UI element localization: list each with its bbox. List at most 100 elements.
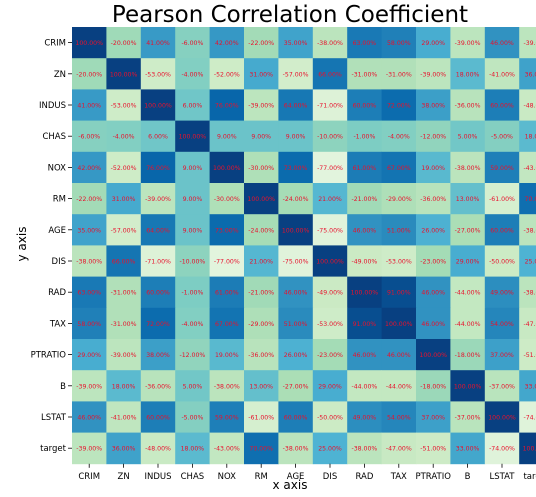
cell-value-label: 64.00% xyxy=(146,227,170,234)
heatmap-cell xyxy=(450,307,486,340)
heatmap-cell xyxy=(312,245,348,277)
heatmap-cell xyxy=(140,339,176,371)
cell-value-label: -38.00% xyxy=(214,383,240,390)
heatmap-cell xyxy=(381,183,417,215)
heatmap-cell xyxy=(312,339,348,371)
heatmap-cell xyxy=(484,307,520,340)
heatmap-cell xyxy=(519,214,536,246)
cell-value-label: 100.00% xyxy=(144,103,172,110)
heatmap-cell xyxy=(347,432,382,465)
cell-value-label: -37.00% xyxy=(489,383,515,390)
heatmap-cell xyxy=(416,58,451,90)
heatmap-cell xyxy=(278,307,314,340)
cell-value-label: -74.00% xyxy=(489,446,515,453)
heatmap-cell xyxy=(519,89,536,121)
heatmap-cell xyxy=(347,245,382,277)
cell-value-label: -22.00% xyxy=(76,196,102,203)
cell-value-label: 51.00% xyxy=(284,321,308,328)
heatmap-cell xyxy=(519,151,536,184)
cell-value-label: 5.00% xyxy=(458,134,478,141)
cell-value-label: 100.00% xyxy=(488,415,516,422)
heatmap-cell xyxy=(381,370,417,402)
cell-value-label: 51.00% xyxy=(387,227,411,234)
heatmap-cell xyxy=(312,89,348,121)
heatmap-cell xyxy=(381,339,417,371)
x-tick-label: NOX xyxy=(218,472,237,482)
heatmap-cell xyxy=(450,89,486,121)
cell-value-label: -37.00% xyxy=(455,415,481,422)
heatmap-cell xyxy=(381,401,417,433)
heatmap-cell xyxy=(106,89,142,121)
heatmap-cell xyxy=(450,370,486,402)
heatmap-cell xyxy=(140,58,176,90)
cell-value-label: 100.00% xyxy=(282,227,310,234)
heatmap-cell xyxy=(140,183,176,215)
cell-value-label: 76.00% xyxy=(215,103,239,110)
cell-value-label: 38.00% xyxy=(421,103,445,110)
cell-value-label: -4.00% xyxy=(181,321,203,328)
cell-value-label: 70.00% xyxy=(525,196,536,203)
cell-value-label: -21.00% xyxy=(351,196,377,203)
cell-value-label: 100.00% xyxy=(523,446,536,453)
cell-value-label: 19.00% xyxy=(421,165,445,172)
heatmap-cell xyxy=(244,89,279,121)
cell-value-label: -44.00% xyxy=(455,321,481,328)
heatmap-cell xyxy=(72,89,107,121)
x-tick-label: TAX xyxy=(390,472,407,482)
heatmap-cell xyxy=(244,432,279,465)
heatmap-cell xyxy=(484,432,520,465)
cell-value-label: 9.00% xyxy=(183,227,203,234)
x-tick-label: PTRATIO xyxy=(415,472,451,482)
heatmap-cell xyxy=(72,276,107,309)
heatmap-cell xyxy=(209,120,245,153)
cell-value-label: -31.00% xyxy=(351,71,377,78)
heatmap-cell xyxy=(106,370,142,402)
cell-value-label: -52.00% xyxy=(214,71,240,78)
cell-value-label: 61.00% xyxy=(353,165,377,172)
y-tick-label: DIS xyxy=(52,257,66,267)
heatmap-cell xyxy=(278,339,314,371)
cell-value-label: 31.00% xyxy=(249,71,273,78)
cell-value-label: -18.00% xyxy=(455,352,481,359)
cell-value-label: -10.00% xyxy=(179,259,205,266)
cell-value-label: -39.00% xyxy=(76,446,102,453)
heatmap-cell xyxy=(244,339,279,371)
cell-value-label: 73.00% xyxy=(284,165,308,172)
x-tick-label: target xyxy=(523,472,536,482)
heatmap-cell xyxy=(347,151,382,184)
heatmap-cell xyxy=(140,432,176,465)
heatmap-cell xyxy=(519,183,536,215)
cell-value-label: 67.00% xyxy=(387,165,411,172)
heatmap-cell xyxy=(175,370,210,402)
x-tick-label: CHAS xyxy=(181,472,205,482)
cell-value-label: -39.00% xyxy=(523,40,536,47)
cell-value-label: -77.00% xyxy=(214,259,240,266)
heatmap-cell xyxy=(484,401,520,433)
heatmap-cell xyxy=(519,339,536,371)
heatmap-cell xyxy=(175,276,210,309)
heatmap-cell xyxy=(278,120,314,153)
cell-value-label: 35.00% xyxy=(284,40,308,47)
cell-value-label: -36.00% xyxy=(420,196,446,203)
heatmap-cell xyxy=(347,370,382,402)
heatmap-cell xyxy=(347,339,382,371)
cell-value-label: -38.00% xyxy=(76,259,102,266)
x-tick-label: INDUS xyxy=(144,472,171,482)
cell-value-label: -29.00% xyxy=(248,321,274,328)
heatmap-cell xyxy=(484,183,520,215)
cell-value-label: 73.00% xyxy=(215,227,239,234)
heatmap-cell xyxy=(209,432,245,465)
cell-value-label: 46.00% xyxy=(387,352,411,359)
heatmap-cell xyxy=(140,401,176,433)
cell-value-label: -75.00% xyxy=(317,227,343,234)
heatmap-cell xyxy=(450,339,486,371)
cell-value-label: -43.00% xyxy=(523,165,536,172)
heatmap-cell xyxy=(381,432,417,465)
cell-value-label: 13.00% xyxy=(456,196,480,203)
cell-value-label: 41.00% xyxy=(146,40,170,47)
heatmap-cell xyxy=(416,370,451,402)
heatmap-cell xyxy=(106,307,142,340)
heatmap-cell xyxy=(140,89,176,121)
cell-value-label: -74.00% xyxy=(523,415,536,422)
cell-value-label: 46.00% xyxy=(353,352,377,359)
